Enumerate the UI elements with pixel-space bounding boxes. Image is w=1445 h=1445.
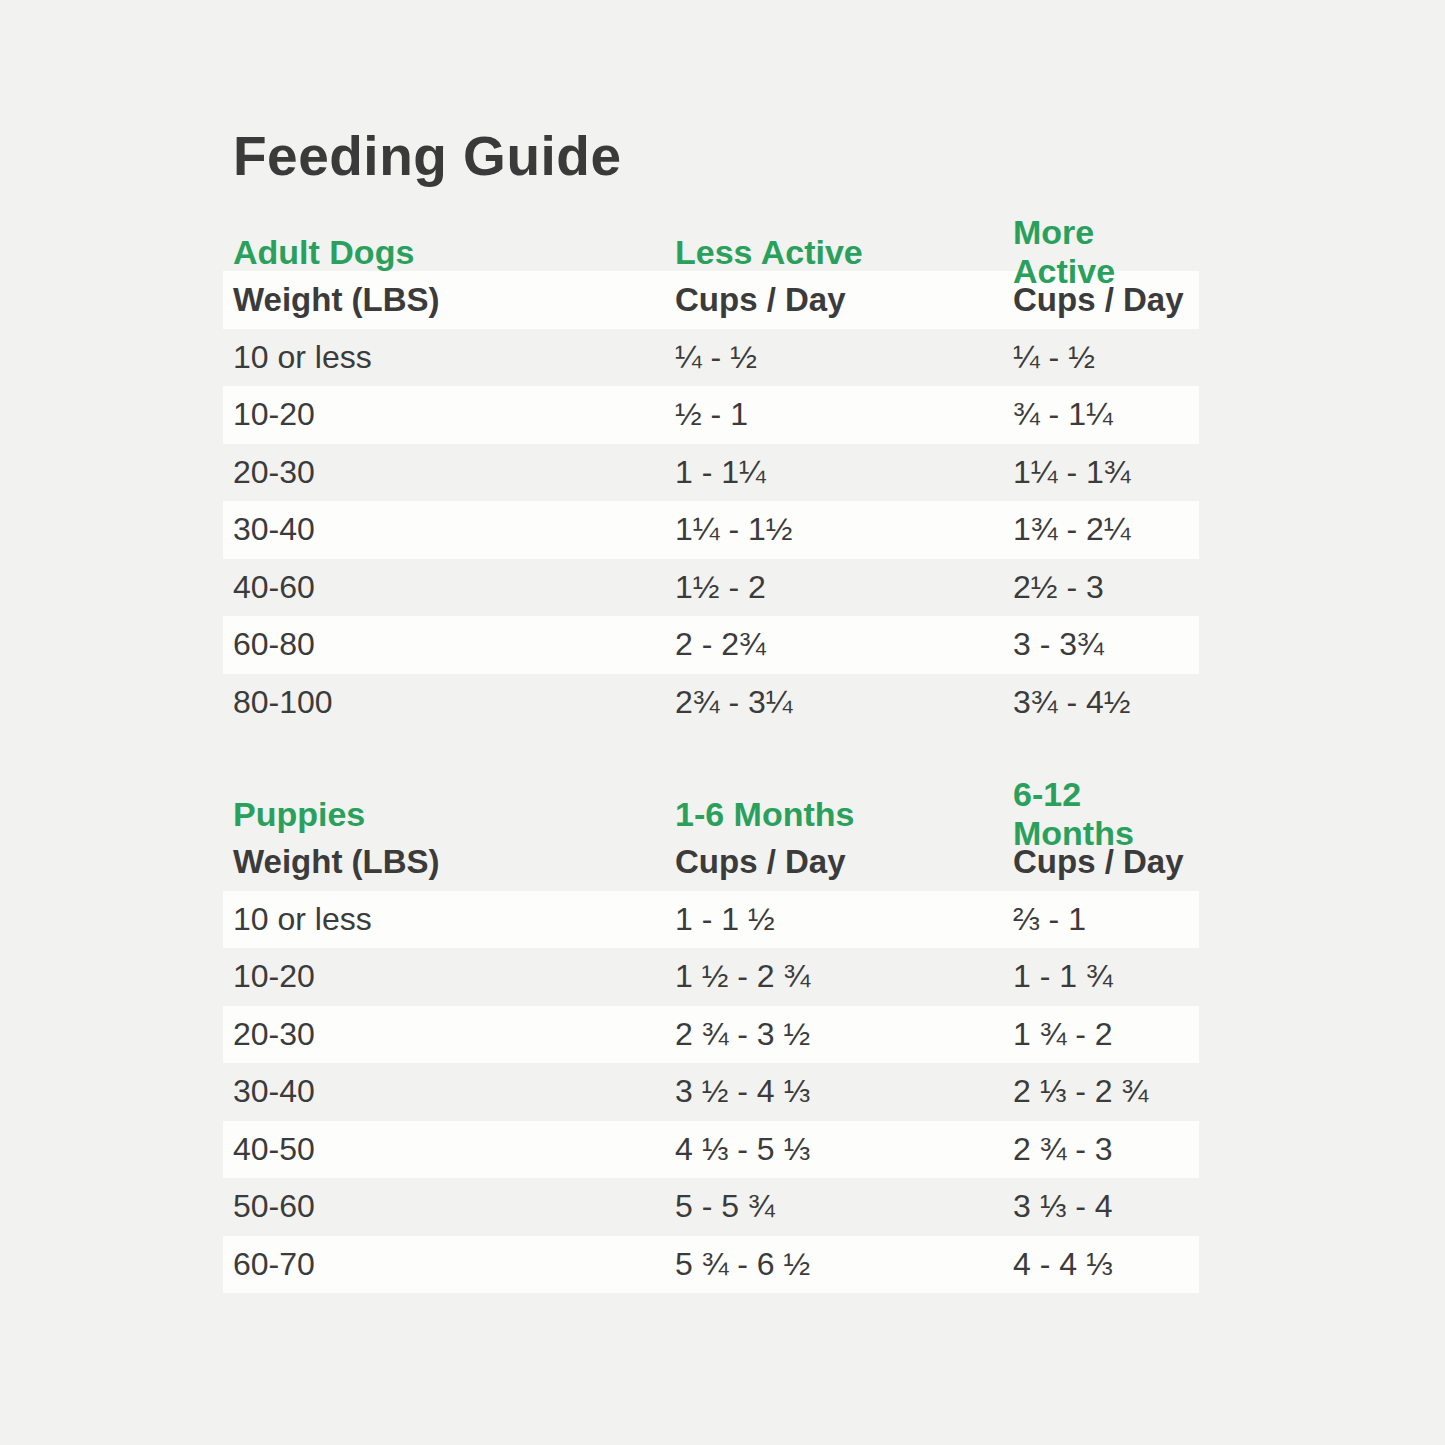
- section-label-puppies: Puppies: [223, 795, 675, 834]
- section-adult-dogs: Adult Dogs Less Active More Active Weigh…: [223, 213, 1199, 731]
- cups-less-active-value: 1¼ - 1½: [675, 511, 1013, 548]
- adult-dogs-group-header: Adult Dogs Less Active More Active: [223, 213, 1199, 271]
- cups-less-active-value: 1 - 1¼: [675, 454, 1013, 491]
- cups-less-active-value: ¼ - ½: [675, 339, 1013, 376]
- column-header-cups-1-6-months: Cups / Day: [675, 843, 1013, 881]
- cups-6-12-months-value: 4 - 4 ⅓: [1013, 1246, 1199, 1283]
- cups-6-12-months-value: 2 ¾ - 3: [1013, 1131, 1199, 1168]
- table-row: 60-80 2 - 2¾ 3 - 3¾: [223, 616, 1199, 674]
- adult-dogs-table: Weight (LBS) Cups / Day Cups / Day 10 or…: [223, 271, 1199, 731]
- weight-value: 60-80: [223, 626, 675, 663]
- column-group-1-6-months: 1-6 Months: [675, 795, 1013, 834]
- table-row: 10 or less 1 - 1 ½ ⅔ - 1: [223, 891, 1199, 949]
- puppies-group-header: Puppies 1-6 Months 6-12 Months: [223, 775, 1199, 833]
- page-title: Feeding Guide: [233, 124, 621, 188]
- table-row: 30-40 1¼ - 1½ 1¾ - 2¼: [223, 501, 1199, 559]
- column-header-cups-6-12-months: Cups / Day: [1013, 843, 1199, 881]
- weight-value: 20-30: [223, 454, 675, 491]
- weight-value: 10-20: [223, 958, 675, 995]
- cups-1-6-months-value: 1 ½ - 2 ¾: [675, 958, 1013, 995]
- column-group-less-active: Less Active: [675, 233, 1013, 272]
- table-row: 60-70 5 ¾ - 6 ½ 4 - 4 ⅓: [223, 1236, 1199, 1294]
- table-row: 40-50 4 ⅓ - 5 ⅓ 2 ¾ - 3: [223, 1121, 1199, 1179]
- column-group-more-active: More Active: [1013, 213, 1199, 291]
- table-row: 20-30 1 - 1¼ 1¼ - 1¾: [223, 444, 1199, 502]
- column-header-cups-less-active: Cups / Day: [675, 281, 1013, 319]
- puppies-table: Weight (LBS) Cups / Day Cups / Day 10 or…: [223, 833, 1199, 1293]
- cups-6-12-months-value: ⅔ - 1: [1013, 901, 1199, 938]
- cups-more-active-value: 3¾ - 4½: [1013, 684, 1199, 721]
- cups-1-6-months-value: 3 ½ - 4 ⅓: [675, 1073, 1013, 1110]
- section-label-adult-dogs: Adult Dogs: [223, 233, 675, 272]
- weight-value: 40-50: [223, 1131, 675, 1168]
- cups-less-active-value: 2¾ - 3¼: [675, 684, 1013, 721]
- weight-value: 30-40: [223, 1073, 675, 1110]
- cups-less-active-value: 2 - 2¾: [675, 626, 1013, 663]
- column-group-6-12-months: 6-12 Months: [1013, 775, 1199, 853]
- weight-value: 60-70: [223, 1246, 675, 1283]
- weight-value: 10-20: [223, 396, 675, 433]
- cups-6-12-months-value: 3 ⅓ - 4: [1013, 1188, 1199, 1225]
- column-header-weight: Weight (LBS): [223, 281, 675, 319]
- cups-more-active-value: 3 - 3¾: [1013, 626, 1199, 663]
- cups-6-12-months-value: 1 ¾ - 2: [1013, 1016, 1199, 1053]
- weight-value: 30-40: [223, 511, 675, 548]
- table-row: 30-40 3 ½ - 4 ⅓ 2 ⅓ - 2 ¾: [223, 1063, 1199, 1121]
- cups-6-12-months-value: 2 ⅓ - 2 ¾: [1013, 1073, 1199, 1110]
- weight-value: 50-60: [223, 1188, 675, 1225]
- cups-1-6-months-value: 5 - 5 ¾: [675, 1188, 1013, 1225]
- table-row: 20-30 2 ¾ - 3 ½ 1 ¾ - 2: [223, 1006, 1199, 1064]
- feeding-guide-infographic: Feeding Guide Adult Dogs Less Active Mor…: [0, 0, 1445, 1445]
- table-row: 40-60 1½ - 2 2½ - 3: [223, 559, 1199, 617]
- cups-1-6-months-value: 4 ⅓ - 5 ⅓: [675, 1131, 1013, 1168]
- cups-more-active-value: 1¾ - 2¼: [1013, 511, 1199, 548]
- cups-6-12-months-value: 1 - 1 ¾: [1013, 958, 1199, 995]
- weight-value: 80-100: [223, 684, 675, 721]
- cups-1-6-months-value: 5 ¾ - 6 ½: [675, 1246, 1013, 1283]
- section-puppies: Puppies 1-6 Months 6-12 Months Weight (L…: [223, 775, 1199, 1293]
- column-header-weight: Weight (LBS): [223, 843, 675, 881]
- weight-value: 40-60: [223, 569, 675, 606]
- table-row: 10 or less ¼ - ½ ¼ - ½: [223, 329, 1199, 387]
- table-row: 50-60 5 - 5 ¾ 3 ⅓ - 4: [223, 1178, 1199, 1236]
- cups-more-active-value: ¼ - ½: [1013, 339, 1199, 376]
- weight-value: 10 or less: [223, 339, 675, 376]
- cups-less-active-value: 1½ - 2: [675, 569, 1013, 606]
- cups-less-active-value: ½ - 1: [675, 396, 1013, 433]
- table-row: 10-20 1 ½ - 2 ¾ 1 - 1 ¾: [223, 948, 1199, 1006]
- cups-1-6-months-value: 1 - 1 ½: [675, 901, 1013, 938]
- table-row: 10-20 ½ - 1 ¾ - 1¼: [223, 386, 1199, 444]
- weight-value: 20-30: [223, 1016, 675, 1053]
- column-header-cups-more-active: Cups / Day: [1013, 281, 1199, 319]
- cups-more-active-value: 2½ - 3: [1013, 569, 1199, 606]
- cups-1-6-months-value: 2 ¾ - 3 ½: [675, 1016, 1013, 1053]
- cups-more-active-value: ¾ - 1¼: [1013, 396, 1199, 433]
- cups-more-active-value: 1¼ - 1¾: [1013, 454, 1199, 491]
- table-row: 80-100 2¾ - 3¼ 3¾ - 4½: [223, 674, 1199, 732]
- weight-value: 10 or less: [223, 901, 675, 938]
